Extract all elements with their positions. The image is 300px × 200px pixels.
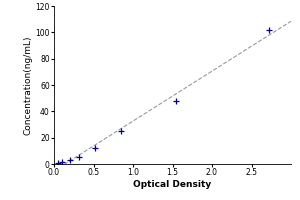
Y-axis label: Concentration(ng/mL): Concentration(ng/mL) bbox=[24, 35, 33, 135]
Point bbox=[77, 156, 82, 159]
Point bbox=[93, 147, 98, 150]
X-axis label: Optical Density: Optical Density bbox=[134, 180, 212, 189]
Point bbox=[266, 28, 271, 31]
Point bbox=[68, 158, 72, 162]
Point bbox=[56, 162, 60, 165]
Point bbox=[119, 129, 124, 133]
Point bbox=[59, 160, 64, 164]
Point bbox=[174, 99, 179, 102]
